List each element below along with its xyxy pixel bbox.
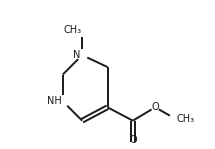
Text: NH: NH (47, 96, 61, 106)
Text: N: N (73, 50, 81, 60)
Text: O: O (151, 102, 159, 112)
Text: CH₃: CH₃ (177, 114, 195, 124)
Text: O: O (129, 135, 137, 145)
Text: CH₃: CH₃ (63, 25, 81, 35)
